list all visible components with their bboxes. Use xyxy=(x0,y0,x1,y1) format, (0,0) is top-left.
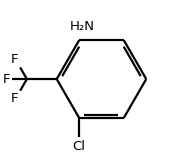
Text: F: F xyxy=(10,53,18,66)
Text: H₂N: H₂N xyxy=(70,20,95,33)
Text: F: F xyxy=(3,73,10,86)
Text: Cl: Cl xyxy=(73,140,86,153)
Text: F: F xyxy=(10,93,18,106)
